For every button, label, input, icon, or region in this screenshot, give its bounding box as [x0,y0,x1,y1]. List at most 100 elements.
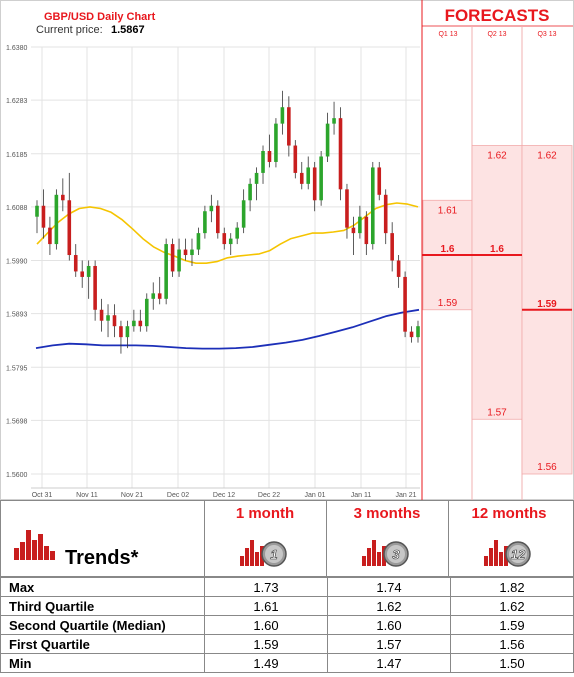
stat-value: 1.61 [204,596,328,616]
forecast-upper-label: 1.61 [438,205,458,216]
forecast-col-q3: Q3 13 [537,31,556,38]
stat-label: Min [0,653,205,673]
candle-body [274,123,278,162]
stat-value: 1.74 [327,577,451,597]
trend-bar [245,548,249,566]
candle-body [351,227,356,234]
y-tick-label: 1.6185 [6,152,28,159]
trend-bar [494,540,498,566]
horizon-3-icon: 12 [484,540,531,567]
candle-body [338,118,343,190]
candle-body [416,326,420,338]
stat-label: Second Quartile (Median) [0,615,205,635]
candle-body [358,216,362,234]
badge-inner [509,545,527,563]
candle-body [267,151,272,162]
trends-title: Trends* [65,547,139,569]
forecast-range-2 [471,145,523,420]
candle-body [41,205,46,228]
y-tick-label: 1.6283 [6,98,28,105]
x-tick-label: Jan 11 [351,492,372,499]
stats-row: First Quartile 1.59 1.57 1.56 [0,634,574,654]
candle-body [377,167,382,195]
forecast-lower-label: 1.59 [438,298,458,309]
stat-value: 1.49 [204,653,328,673]
candle-body [67,200,72,256]
stat-value: 1.59 [204,634,328,654]
x-tick-label: Oct 31 [32,492,53,499]
badge-number: 12 [511,547,526,562]
forecast-levels: 1.61 1.6 1.59 1.62 1.6 1.57 1.62 1.59 1.56 [422,151,572,473]
candle-body [319,156,323,201]
candle-body [54,194,59,245]
forecast-upper-label: 1.62 [487,151,507,162]
chart-title: GBP/USD Daily Chart [44,11,156,23]
stats-row: Second Quartile (Median) 1.60 1.60 1.59 [0,615,574,635]
stats-row: Min 1.49 1.47 1.50 [0,653,574,673]
forecast-median-label: 1.6 [490,244,504,255]
trend-bar [240,556,244,566]
horizon-12-months-label: 12 months [471,505,546,522]
trends-bars-icon [14,530,55,560]
forecast-median-label: 1.6 [441,244,455,255]
trend-bar [250,540,254,566]
forecast-upper-label: 1.62 [537,151,557,162]
grid [31,46,420,489]
stats-row: Max 1.73 1.74 1.82 [0,577,574,597]
trend-bar [372,540,376,566]
candle-body [86,265,91,277]
badge-inner [265,545,283,563]
candle-body [364,216,369,245]
stat-label: First Quartile [0,634,205,654]
candle-body [287,107,291,146]
candle-body [248,183,252,201]
trend-bar [489,548,493,566]
stat-value: 1.62 [450,596,574,616]
badge-number: 3 [392,547,400,562]
x-tick-label: Jan 01 [304,492,325,499]
candle-body [345,189,349,228]
x-tick-label: Dec 22 [258,492,280,499]
candle-body [93,265,97,310]
candle-body [190,249,194,256]
candle-body [216,205,220,234]
current-price-value: 1.5867 [111,24,145,36]
candle-body [280,107,285,124]
candle-body [261,151,265,173]
horizon-1-month-label: 1 month [236,505,294,522]
candle-body [228,238,233,245]
candles [35,90,420,354]
candle-body [222,233,227,245]
candle-body [241,200,246,228]
trends-table: Max 1.73 1.74 1.82 Third Quartile 1.61 1.62 1.6… [0,577,574,673]
forecasts-title: FORECASTS [445,6,550,25]
candle-body [332,118,336,124]
candle-body [383,194,388,234]
candle-body [144,298,149,327]
candle-body [138,320,143,327]
current-price-label: Current price: [36,24,103,36]
candle-body [35,205,39,217]
stat-value: 1.47 [327,653,451,673]
candle-body [170,244,175,272]
stat-value: 1.56 [450,634,574,654]
candle-body [312,167,317,201]
y-tick-label: 1.6088 [6,205,28,212]
x-tick-label: Dec 02 [167,492,189,499]
stat-value: 1.57 [327,634,451,654]
moving-averages [35,202,420,350]
y-tick-label: 1.5893 [6,312,28,319]
stat-value: 1.62 [327,596,451,616]
forecast-median-label: 1.59 [537,299,557,310]
trend-bar [484,556,488,566]
moving-average-ma-long [35,308,420,350]
candle-body [73,255,78,272]
candle-body [80,271,85,277]
candle-body [112,315,117,327]
candle-body [293,145,298,173]
x-tick-label: Jan 21 [395,492,416,499]
candle-body [306,167,311,184]
x-tick-label: Nov 21 [121,492,143,499]
